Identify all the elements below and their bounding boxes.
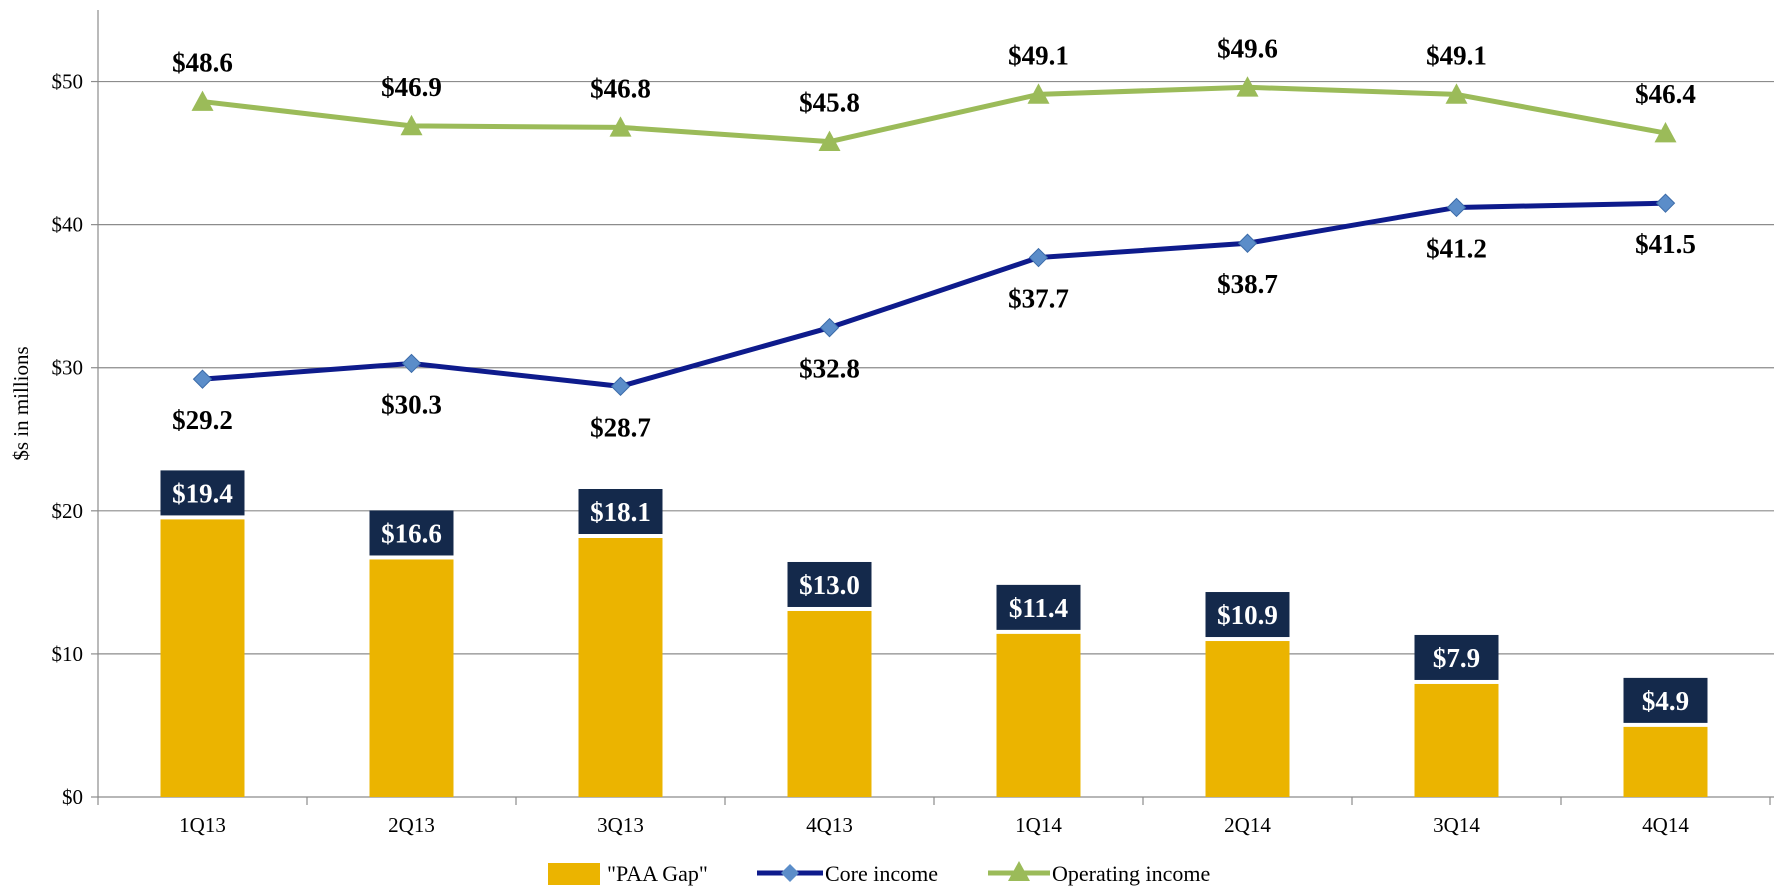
- x-tick-label: 3Q14: [1433, 813, 1480, 837]
- x-tick-label: 2Q13: [388, 813, 435, 837]
- triangle-marker: [609, 116, 632, 137]
- line-data-label: $49.1: [1008, 40, 1069, 70]
- legend-label: Core income: [825, 861, 938, 886]
- line-data-label: $38.7: [1217, 269, 1278, 299]
- bar-label-box: [160, 470, 245, 516]
- bar-data-label: $4.9: [1642, 686, 1689, 716]
- x-tick-label: 4Q14: [1642, 813, 1689, 837]
- diamond-marker: [401, 353, 422, 374]
- legend-triangle-marker: [1008, 861, 1030, 881]
- bar-label-box: [787, 561, 872, 607]
- bar: [160, 519, 245, 797]
- x-tick-label: 2Q14: [1224, 813, 1271, 837]
- series-line: [202, 84, 1666, 145]
- bar: [1414, 683, 1499, 797]
- axes: $0 $10 $20 $30 $40 $50 1Q13 2Q13 3Q13 4Q13 1Q14 2Q1…: [52, 10, 1774, 837]
- diamond-marker: [819, 317, 840, 338]
- data-labels: $19.4 $16.6 $18.1 $13.0 $11.4 $10.9 $7.9 $4.9 $2…: [160, 33, 1708, 723]
- line-data-label: $46.4: [1635, 79, 1696, 109]
- triangle-marker: [1654, 122, 1677, 143]
- diamond-marker: [1655, 193, 1676, 213]
- line-data-label: $28.7: [590, 412, 651, 442]
- line-data-label: $29.2: [172, 405, 233, 435]
- line-data-label: $32.8: [799, 354, 860, 384]
- triangle-marker: [191, 90, 214, 111]
- line-data-label: $37.7: [1008, 284, 1069, 314]
- bar: [1623, 726, 1708, 797]
- y-tick-label: $10: [52, 642, 84, 666]
- line-data-label: $45.8: [799, 88, 860, 118]
- legend-diamond-marker: [781, 864, 799, 882]
- bar-data-label: $7.9: [1433, 643, 1480, 673]
- x-tick-label: 3Q13: [597, 813, 644, 837]
- bar-data-label: $13.0: [799, 570, 860, 600]
- y-axis-title: $s in millions: [9, 346, 33, 460]
- x-tick-label: 4Q13: [806, 813, 853, 837]
- bar-label-box: [996, 584, 1081, 630]
- line-data-label: $41.5: [1635, 229, 1696, 259]
- line-data-label: $49.1: [1426, 40, 1487, 70]
- bar-data-label: $16.6: [381, 518, 442, 548]
- series-line: [202, 200, 1666, 389]
- line-data-label: $46.9: [381, 72, 442, 102]
- bar-series-paa-gap: [160, 519, 1708, 797]
- bar-label-box: [369, 510, 454, 556]
- line-data-label: $49.6: [1217, 33, 1278, 63]
- bar-data-label: $18.1: [590, 497, 651, 527]
- diamond-marker: [1237, 233, 1258, 253]
- x-tick-label: 1Q14: [1015, 813, 1062, 837]
- bar-label-box: [1205, 592, 1290, 638]
- legend: "PAA Gap" Core income Operating income: [548, 861, 1210, 886]
- bar: [787, 610, 872, 797]
- bar-label-box: [1623, 677, 1708, 723]
- line-data-label: $30.3: [381, 389, 442, 419]
- bar: [1205, 641, 1290, 797]
- triangle-marker: [400, 114, 423, 136]
- y-tick-label: $20: [52, 499, 84, 523]
- bar-label-box: [578, 489, 663, 535]
- triangle-marker: [818, 130, 841, 151]
- y-tick-label: $50: [52, 70, 84, 94]
- y-tick-label: $0: [62, 785, 83, 809]
- diamond-marker: [1446, 197, 1467, 218]
- legend-label: Operating income: [1052, 861, 1210, 886]
- y-tick-label: $30: [52, 356, 84, 380]
- line-data-label: $48.6: [172, 48, 233, 78]
- diamond-marker: [610, 376, 631, 397]
- bar: [996, 633, 1081, 797]
- triangle-marker: [1236, 76, 1259, 97]
- legend-label: "PAA Gap": [607, 861, 708, 886]
- diamond-marker: [192, 369, 213, 389]
- bar: [369, 559, 454, 797]
- bar: [578, 538, 663, 797]
- line-data-label: $41.2: [1426, 233, 1487, 263]
- x-tick-label: 1Q13: [179, 813, 226, 837]
- bar-data-label: $11.4: [1009, 593, 1068, 623]
- line-series: [191, 76, 1677, 397]
- triangle-marker: [1027, 83, 1050, 104]
- diamond-marker: [1028, 247, 1049, 268]
- bar-label-box: [1414, 634, 1499, 680]
- line-data-label: $46.8: [590, 73, 651, 103]
- y-tick-label: $40: [52, 213, 84, 237]
- triangle-marker: [1445, 83, 1468, 104]
- legend-swatch-bar: [548, 863, 600, 885]
- bar-data-label: $10.9: [1217, 600, 1278, 630]
- bar-data-label: $19.4: [172, 478, 233, 508]
